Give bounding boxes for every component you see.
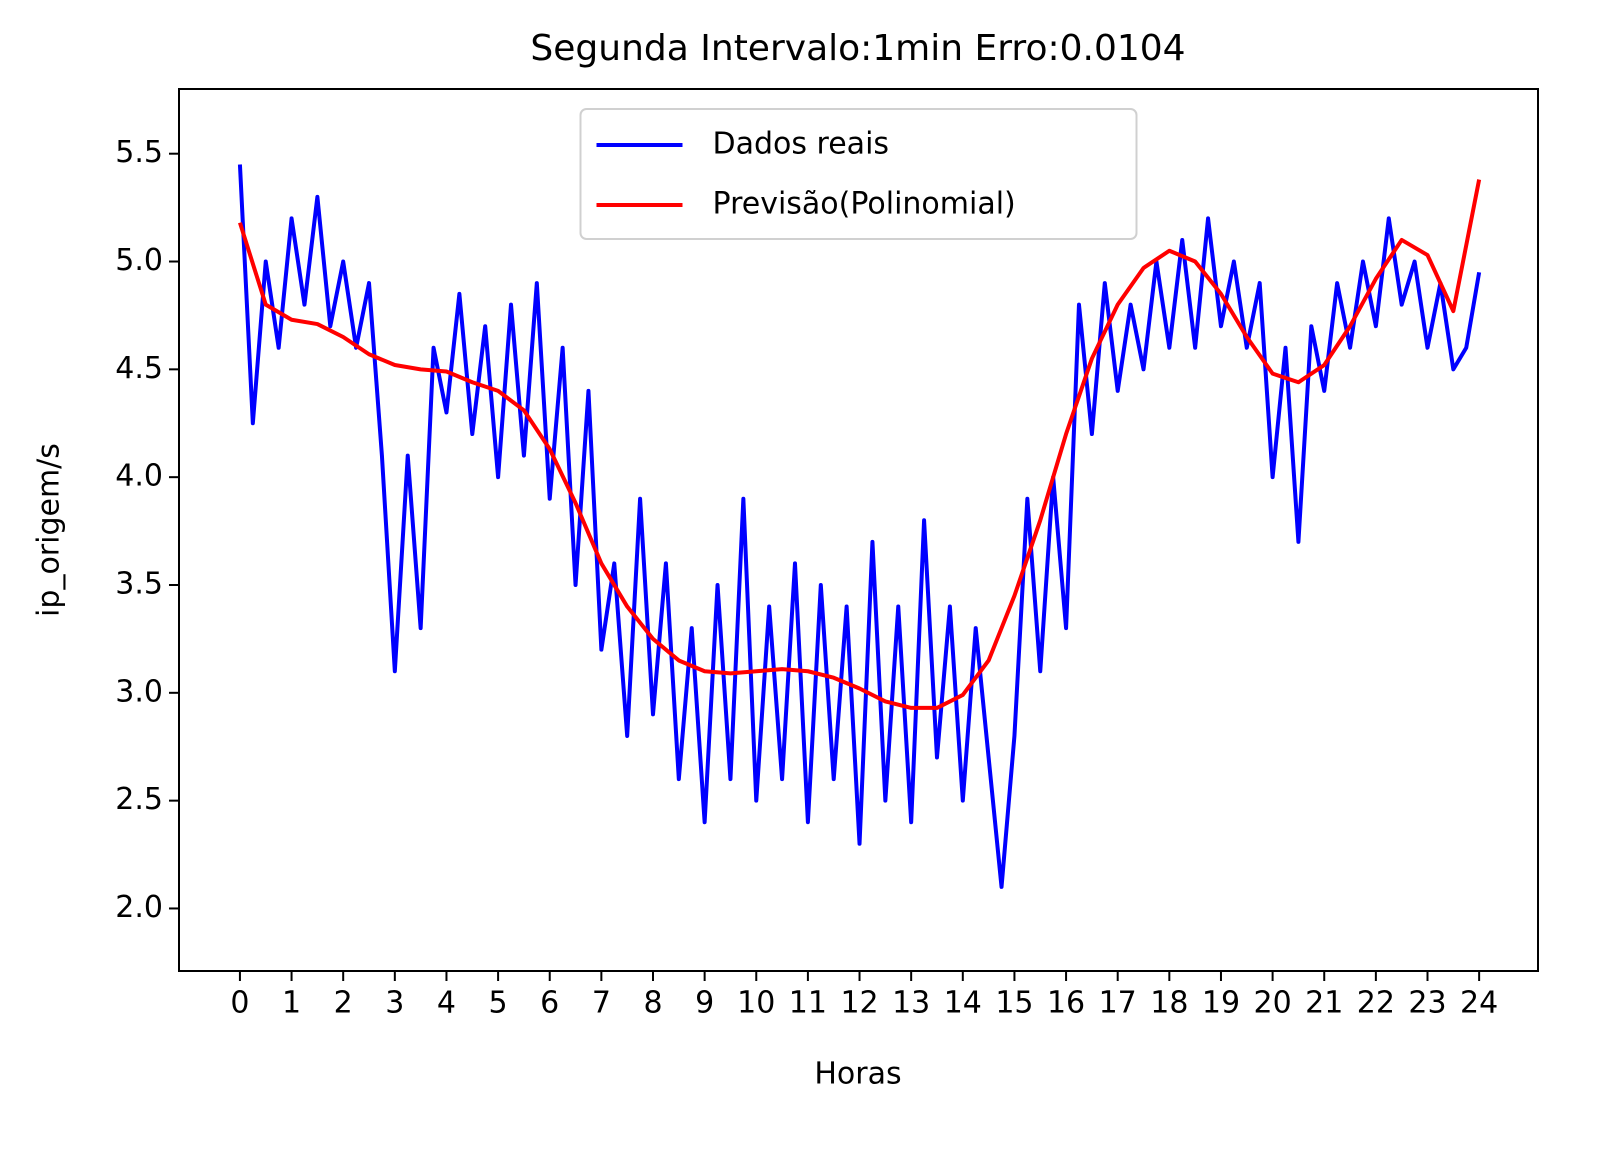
x-tick-label: 6 xyxy=(540,986,559,1021)
x-tick-label: 19 xyxy=(1202,986,1240,1021)
x-tick-label: 15 xyxy=(995,986,1033,1021)
x-tick-label: 20 xyxy=(1254,986,1292,1021)
x-tick-label: 23 xyxy=(1408,986,1446,1021)
plot-frame xyxy=(178,88,1539,972)
y-tick-label: 5.5 xyxy=(115,135,163,170)
x-tick-label: 13 xyxy=(892,986,930,1021)
x-tick-label: 21 xyxy=(1305,986,1343,1021)
x-tick-label: 9 xyxy=(695,986,714,1021)
legend-label: Dados reais xyxy=(713,127,890,162)
y-tick-label: 2.0 xyxy=(115,890,163,925)
x-tick-label: 11 xyxy=(789,986,827,1021)
y-tick-label: 2.5 xyxy=(115,782,163,817)
legend-box xyxy=(579,108,1138,240)
x-tick-label: 18 xyxy=(1150,986,1188,1021)
x-tick-label: 16 xyxy=(1047,986,1085,1021)
x-tick-label: 22 xyxy=(1357,986,1395,1021)
y-tick-label: 5.0 xyxy=(115,243,163,278)
x-tick-label: 7 xyxy=(592,986,611,1021)
y-tick-label: 3.5 xyxy=(115,566,163,601)
x-tick-label: 8 xyxy=(643,986,662,1021)
x-tick-label: 2 xyxy=(334,986,353,1021)
x-tick-label: 24 xyxy=(1460,986,1498,1021)
x-axis-label: Horas xyxy=(814,1057,901,1092)
x-tick-label: 5 xyxy=(489,986,508,1021)
x-tick-label: 14 xyxy=(944,986,982,1021)
data-line xyxy=(238,179,1482,710)
x-tick-label: 17 xyxy=(1099,986,1137,1021)
x-tick-label: 0 xyxy=(230,986,249,1021)
legend-label: Previsão(Polinomial) xyxy=(713,187,1016,222)
chart-title: Segunda Intervalo:1min Erro:0.0104 xyxy=(530,28,1185,69)
y-tick-label: 4.0 xyxy=(115,459,163,494)
y-tick-label: 4.5 xyxy=(115,351,163,386)
data-line xyxy=(237,164,1482,889)
y-axis-label: ip_origem/s xyxy=(32,443,67,617)
x-tick-label: 10 xyxy=(737,986,775,1021)
x-tick-label: 12 xyxy=(840,986,878,1021)
x-tick-label: 3 xyxy=(385,986,404,1021)
x-tick-label: 1 xyxy=(282,986,301,1021)
y-tick-label: 3.0 xyxy=(115,674,163,709)
x-tick-label: 4 xyxy=(437,986,456,1021)
